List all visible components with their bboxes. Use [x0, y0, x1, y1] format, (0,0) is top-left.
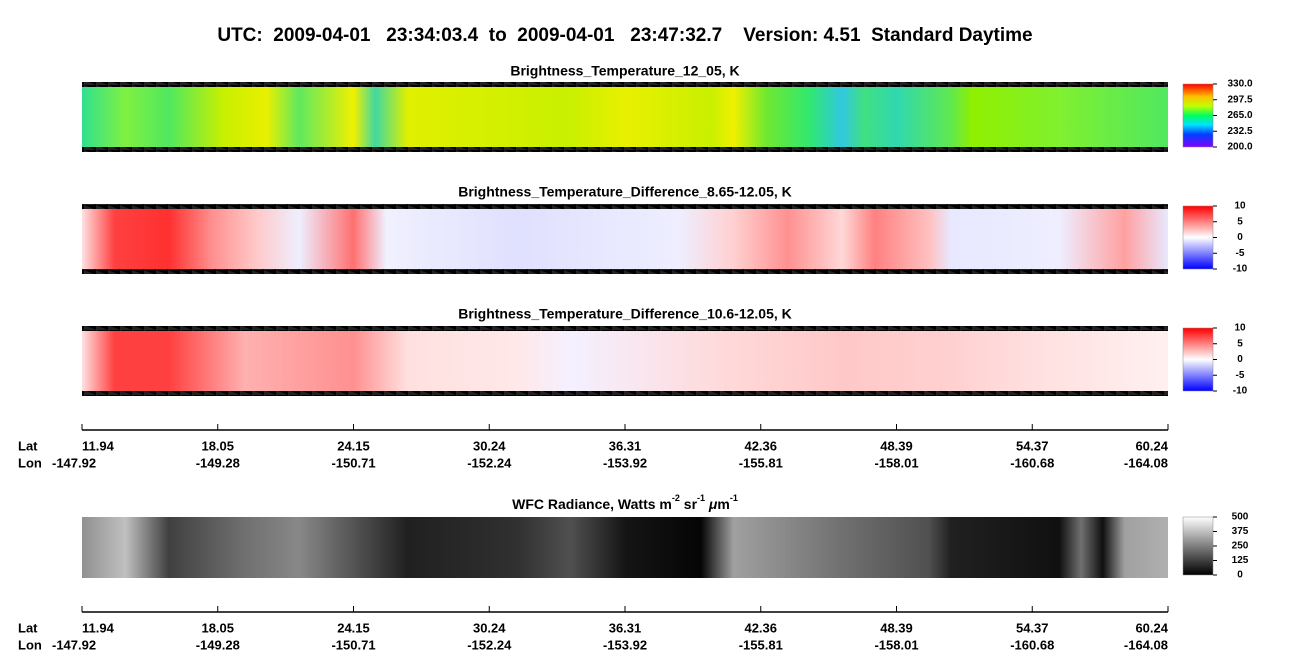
lon-tick-label: -153.92: [603, 455, 647, 470]
colorbar-label: 250: [1232, 541, 1249, 552]
colorbar: [1182, 83, 1214, 148]
lat-tick-label: 36.31: [609, 620, 642, 635]
colorbar-label: -10: [1233, 386, 1248, 397]
lon-tick-label: -149.28: [196, 637, 240, 652]
lon-tick-label: -155.81: [739, 637, 783, 652]
image-strip: [82, 517, 1168, 578]
colorbar-label: 0: [1237, 232, 1243, 243]
lon-tick-label: -153.92: [603, 637, 647, 652]
panel-title: Brightness_Temperature_12_05, K: [510, 63, 739, 79]
colorbar-label: -5: [1236, 248, 1245, 259]
lon-tick-label: -152.24: [467, 637, 512, 652]
panel-title: Brightness_Temperature_Difference_8.65-1…: [458, 184, 792, 200]
panel-title: WFC Radiance, Watts m-2​ sr-1​ μm-1​: [512, 493, 738, 511]
scan-edge: [82, 147, 1168, 152]
colorbar-label: -10: [1233, 264, 1248, 275]
lon-tick-label: -160.68: [1010, 637, 1054, 652]
title-part: WFC Radiance, Watts m: [512, 496, 672, 512]
panel-title: Brightness_Temperature_Difference_10.6-1…: [458, 306, 792, 322]
lon-title: Lon: [18, 455, 42, 470]
lat-tick-label: 48.39: [880, 620, 913, 635]
lon-tick-label: -158.01: [874, 637, 918, 652]
colorbar-label: 265.0: [1227, 110, 1252, 121]
lon-tick-label: -164.08: [1124, 637, 1168, 652]
lon-title: Lon: [18, 637, 42, 652]
scan-edge: [82, 82, 1168, 87]
lat-tick-label: 11.94: [82, 438, 115, 453]
colorbar-label: 5: [1237, 216, 1243, 227]
lon-tick-label: -152.24: [467, 455, 512, 470]
scan-edge: [82, 204, 1168, 209]
lat-tick-label: 30.24: [473, 620, 506, 635]
scan-edge: [82, 269, 1168, 274]
image-strip: [82, 328, 1168, 394]
lon-tick-label: -149.28: [196, 455, 240, 470]
title-part: -2: [672, 493, 680, 503]
colorbar-label: 0: [1237, 354, 1243, 365]
lat-tick-label: 42.36: [744, 620, 777, 635]
lon-tick-label: -150.71: [331, 637, 375, 652]
lon-tick-label: -155.81: [739, 455, 783, 470]
lat-tick-label: 42.36: [744, 438, 777, 453]
colorbar-label: 125: [1232, 555, 1249, 566]
colorbar-label: 200.0: [1227, 142, 1252, 153]
scan-edge: [82, 391, 1168, 396]
lat-tick-label: 24.15: [337, 438, 370, 453]
colorbar: [1182, 327, 1214, 392]
lon-tick-label: -150.71: [331, 455, 375, 470]
lat-title: Lat: [18, 620, 38, 635]
colorbar-label: 5: [1237, 338, 1243, 349]
lat-tick-label: 60.24: [1135, 438, 1168, 453]
lat-tick-label: 54.37: [1016, 620, 1049, 635]
colorbar: [1182, 205, 1214, 270]
title-part: -1: [697, 493, 705, 503]
title-part: μ: [708, 496, 718, 512]
colorbar-label: 297.5: [1227, 94, 1252, 105]
colorbar-label: 500: [1232, 512, 1249, 523]
lat-tick-label: 30.24: [473, 438, 506, 453]
lat-tick-label: 60.24: [1135, 620, 1168, 635]
colorbar-label: -5: [1236, 370, 1245, 381]
lat-tick-label: 36.31: [609, 438, 642, 453]
scan-edge: [82, 326, 1168, 331]
lat-tick-label: 54.37: [1016, 438, 1049, 453]
lat-title: Lat: [18, 438, 38, 453]
title-part: -1: [730, 493, 738, 503]
lon-tick-label: -147.92: [52, 455, 96, 470]
lat-tick-label: 18.05: [201, 620, 234, 635]
colorbar-label: 0: [1237, 570, 1243, 581]
image-strip: [82, 84, 1168, 150]
title-part: m: [717, 496, 729, 512]
lat-tick-label: 24.15: [337, 620, 370, 635]
colorbar: [1182, 516, 1214, 576]
colorbar-label: 232.5: [1227, 126, 1252, 137]
lat-tick-label: 18.05: [201, 438, 234, 453]
lat-tick-label: 48.39: [880, 438, 913, 453]
colorbar-label: 375: [1232, 526, 1249, 537]
title-part: sr: [680, 496, 698, 512]
lon-tick-label: -160.68: [1010, 455, 1054, 470]
lat-tick-label: 11.94: [82, 620, 115, 635]
colorbar-label: 10: [1234, 201, 1246, 212]
image-strip: [82, 206, 1168, 272]
page-title: UTC: 2009-04-01 23:34:03.4 to 2009-04-01…: [217, 25, 1032, 46]
colorbar-label: 10: [1234, 323, 1246, 334]
lon-tick-label: -158.01: [874, 455, 918, 470]
colorbar-label: 330.0: [1227, 79, 1252, 90]
lon-tick-label: -164.08: [1124, 455, 1168, 470]
lon-tick-label: -147.92: [52, 637, 96, 652]
